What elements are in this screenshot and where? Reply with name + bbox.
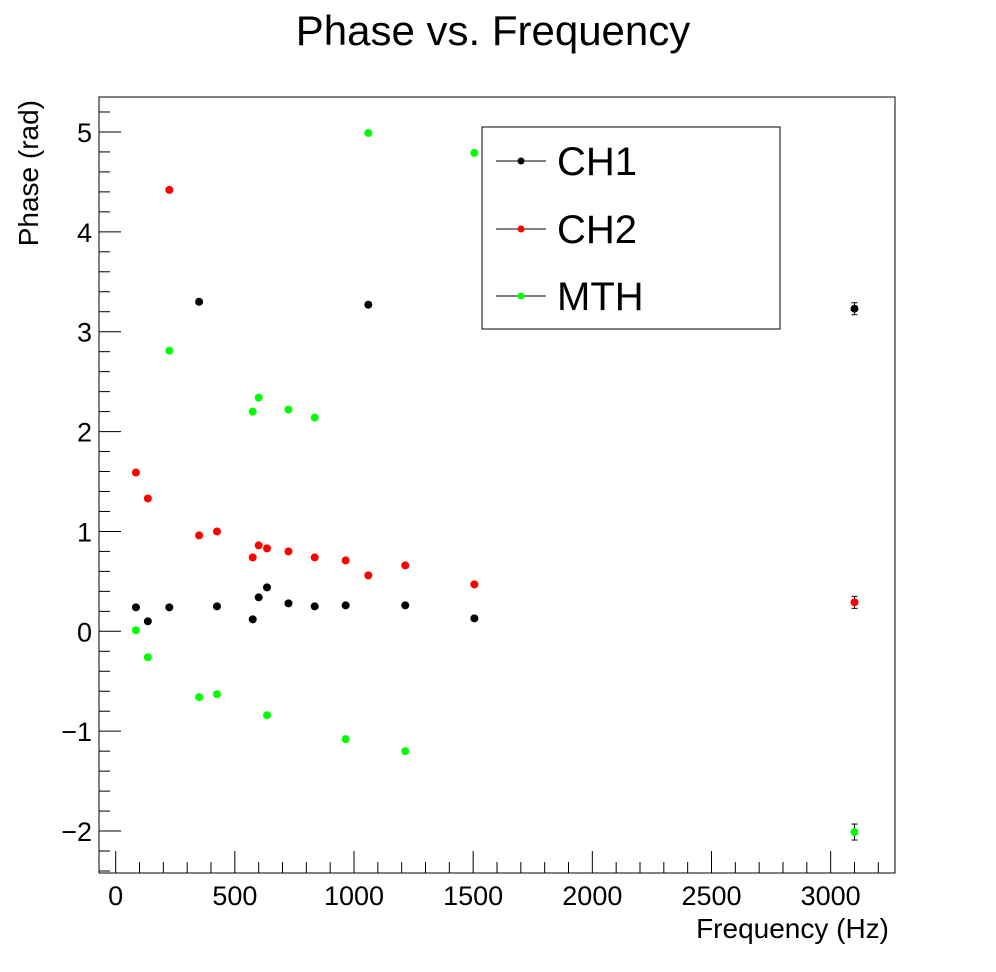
y-tick-label: −1 [61,717,92,747]
data-point [284,405,293,414]
x-axis-ticks [115,851,879,873]
chart-title: Phase vs. Frequency [296,7,691,54]
data-point [195,531,204,540]
y-axis-label: Phase (rad) [13,100,44,246]
data-point [131,468,140,477]
data-point [248,553,257,562]
data-point [364,300,373,309]
data-point [254,593,263,602]
data-point [254,393,263,402]
data-point [364,571,373,580]
data-point [850,598,859,607]
y-axis-ticks [99,111,121,872]
legend-label: CH2 [557,208,637,252]
data-point [195,297,204,306]
data-point [341,735,350,744]
data-point [341,556,350,565]
y-tick-label: 1 [77,517,92,547]
x-tick-label: 0 [108,881,123,911]
data-series-layer [131,128,859,841]
x-tick-label: 1500 [443,881,503,911]
series-ch2 [131,185,859,609]
data-point [212,602,221,611]
series-ch1 [131,297,859,626]
data-point [850,828,859,837]
legend-marker [517,225,525,233]
data-point [310,413,319,422]
x-tick-label: 500 [212,881,257,911]
data-point [263,711,272,720]
data-point [401,561,410,570]
data-point [212,527,221,536]
y-tick-label: 0 [77,617,92,647]
data-point [143,617,152,626]
x-axis-label: Frequency (Hz) [696,913,889,944]
data-point [131,603,140,612]
data-point [263,544,272,553]
data-point [341,601,350,610]
data-point [248,615,257,624]
x-tick-label: 2000 [562,881,622,911]
data-point [212,690,221,699]
data-point [254,541,263,550]
y-tick-label: 3 [77,318,92,348]
data-point [263,583,272,592]
data-point [310,553,319,562]
data-point [850,304,859,313]
data-point [248,407,257,416]
y-axis-tick-labels: −2 −1 0 1 2 3 4 5 [61,118,92,847]
y-tick-label: 2 [77,418,92,448]
data-point [165,603,174,612]
x-tick-label: 1000 [324,881,384,911]
legend: CH1 CH2 MTH [481,126,781,330]
legend-label: MTH [557,275,644,319]
legend-marker [517,292,525,300]
data-point [470,580,479,589]
x-tick-label: 2500 [681,881,741,911]
y-tick-label: 4 [77,218,92,248]
data-point [401,601,410,610]
data-point [143,653,152,662]
legend-marker [517,157,525,165]
x-tick-label: 3000 [801,881,861,911]
data-point [131,626,140,635]
data-point [165,185,174,194]
data-point [470,148,479,157]
data-point [195,693,204,702]
x-axis-tick-labels: 0 500 1000 1500 2000 2500 3000 [108,881,861,911]
data-point [364,128,373,137]
data-point [470,614,479,623]
y-tick-label: 5 [77,118,92,148]
data-point [310,602,319,611]
series-mth [131,128,859,841]
data-point [284,599,293,608]
legend-label: CH1 [557,140,637,184]
data-point [143,494,152,503]
data-point [284,547,293,556]
data-point [401,747,410,756]
data-point [165,346,174,355]
y-tick-label: −2 [61,817,92,847]
